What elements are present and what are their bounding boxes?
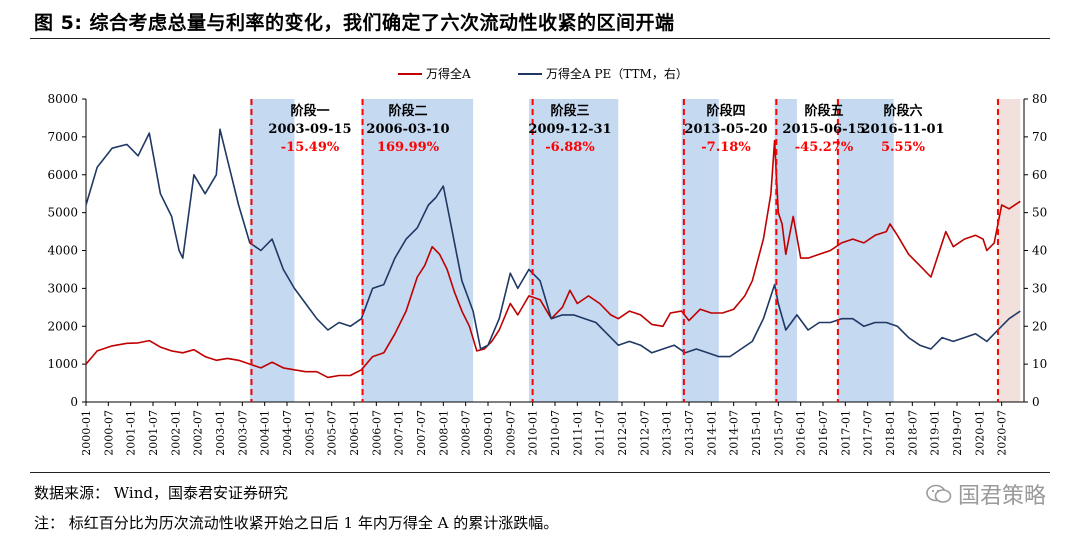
x-tick-label: 2001-07: [147, 410, 160, 456]
legend-label: 万得全A PE（TTM，右）: [546, 66, 688, 81]
x-tick-label: 2006-07: [370, 410, 383, 456]
right-tick-label: 0: [1032, 395, 1040, 409]
footer-rule: [30, 472, 1050, 473]
left-tick-label: 4000: [47, 244, 78, 258]
x-tick-label: 2013-07: [683, 410, 696, 456]
stage-pct: -45.27%: [795, 140, 854, 155]
shaded-period: [528, 99, 619, 402]
left-tick-label: 3000: [47, 281, 78, 295]
x-tick-label: 2010-07: [549, 410, 562, 456]
series-line-a: [85, 139, 1021, 379]
x-tick-label: 2008-01: [437, 410, 450, 456]
stage-pct: -15.49%: [281, 140, 340, 155]
x-tick-label: 2009-01: [482, 410, 495, 456]
figure-title: 图 5: 综合考虑总量与利率的变化，我们确定了六次流动性收紧的区间开端: [34, 12, 675, 34]
x-tick-label: 2006-01: [348, 410, 361, 456]
x-tick-label: 2003-01: [214, 410, 227, 456]
x-tick-label: 2016-01: [795, 410, 808, 456]
x-tick-label: 2019-07: [951, 410, 964, 456]
x-tick-label: 2015-07: [772, 410, 785, 456]
legend-label: 万得全A: [426, 66, 471, 81]
x-tick-label: 2018-01: [884, 410, 897, 456]
series-line-b: [85, 128, 1021, 358]
stage-pct: 5.55%: [881, 140, 926, 155]
right-tick-label: 60: [1032, 168, 1047, 182]
watermark-text: 国君策略: [957, 484, 1046, 509]
left-tick-label: 2000: [47, 319, 78, 333]
stage-date: 2003-09-15: [268, 122, 351, 137]
x-tick-label: 2020-01: [973, 410, 986, 456]
wechat-icon: [926, 484, 952, 503]
right-tick-label: 40: [1032, 244, 1047, 258]
stage-label: 阶段四: [706, 103, 745, 119]
x-tick-label: 2017-01: [839, 410, 852, 456]
right-tick-label: 10: [1032, 357, 1047, 371]
stage-date: 2013-05-20: [684, 122, 767, 137]
x-tick-label: 2005-07: [326, 410, 339, 456]
x-tick-label: 2009-07: [504, 410, 517, 456]
shaded-period: [249, 99, 295, 402]
x-tick-label: 2014-01: [705, 410, 718, 456]
stage-date: 2015-06-15: [782, 122, 865, 137]
stage-pct: -7.18%: [701, 140, 751, 155]
x-tick-label: 2000-07: [102, 410, 115, 456]
stage-label: 阶段六: [883, 103, 922, 119]
source-text: 数据来源： Wind，国泰君安证券研究: [34, 484, 288, 502]
x-tick-label: 2011-01: [571, 410, 584, 456]
x-tick-label: 2011-07: [594, 410, 607, 456]
x-tick-label: 2019-01: [929, 410, 942, 456]
shaded-period: [837, 99, 894, 402]
x-tick-label: 2017-07: [862, 410, 875, 456]
x-tick-label: 2018-07: [906, 410, 919, 456]
stage-pct: -6.88%: [545, 140, 595, 155]
left-tick-label: 8000: [47, 92, 78, 106]
stage-label: 阶段三: [550, 103, 589, 119]
right-tick-label: 50: [1032, 206, 1047, 220]
x-tick-label: 2004-07: [281, 410, 294, 456]
x-tick-label: 2001-01: [125, 410, 138, 456]
stage-date: 2009-12-31: [528, 122, 611, 137]
x-tick-label: 2014-07: [728, 410, 741, 456]
x-tick-label: 2002-01: [169, 410, 182, 456]
shaded-period: [997, 99, 1021, 402]
x-tick-label: 2003-07: [236, 410, 249, 456]
stage-date: 2006-03-10: [366, 122, 449, 137]
x-tick-label: 2002-07: [192, 410, 205, 456]
stage-label: 阶段二: [388, 103, 427, 119]
watermark: 国君策略: [926, 478, 1046, 510]
title-rule: [30, 38, 1050, 39]
left-tick-label: 5000: [47, 206, 78, 220]
stage-label: 阶段一: [290, 103, 329, 119]
x-tick-label: 2000-01: [80, 410, 93, 456]
right-tick-label: 30: [1032, 281, 1047, 295]
shaded-period: [361, 99, 474, 402]
x-tick-label: 2007-01: [393, 410, 406, 456]
right-tick-label: 80: [1032, 92, 1047, 106]
left-tick-label: 1000: [47, 357, 78, 371]
x-tick-label: 2016-07: [817, 410, 830, 456]
stage-label: 阶段五: [804, 103, 843, 119]
x-tick-label: 2008-07: [460, 410, 473, 456]
x-tick-label: 2007-07: [415, 410, 428, 456]
x-tick-label: 2020-07: [996, 410, 1009, 456]
note-text: 注： 标红百分比为历次流动性收紧开始之日后 1 年内万得全 A 的累计涨跌幅。: [34, 514, 559, 532]
left-tick-label: 7000: [47, 130, 78, 144]
left-tick-label: 6000: [47, 168, 78, 182]
x-tick-label: 2012-01: [616, 410, 629, 456]
right-tick-label: 70: [1032, 130, 1047, 144]
right-tick-label: 20: [1032, 319, 1047, 333]
left-tick-label: 0: [70, 395, 78, 409]
x-tick-label: 2013-01: [661, 410, 674, 456]
x-tick-label: 2012-07: [638, 410, 651, 456]
stage-date: 2016-11-01: [861, 122, 944, 137]
x-tick-label: 2015-01: [750, 410, 763, 456]
x-tick-label: 2004-01: [259, 410, 272, 456]
stage-pct: 169.99%: [377, 140, 440, 155]
x-tick-label: 2010-01: [527, 410, 540, 456]
x-tick-label: 2005-01: [303, 410, 316, 456]
